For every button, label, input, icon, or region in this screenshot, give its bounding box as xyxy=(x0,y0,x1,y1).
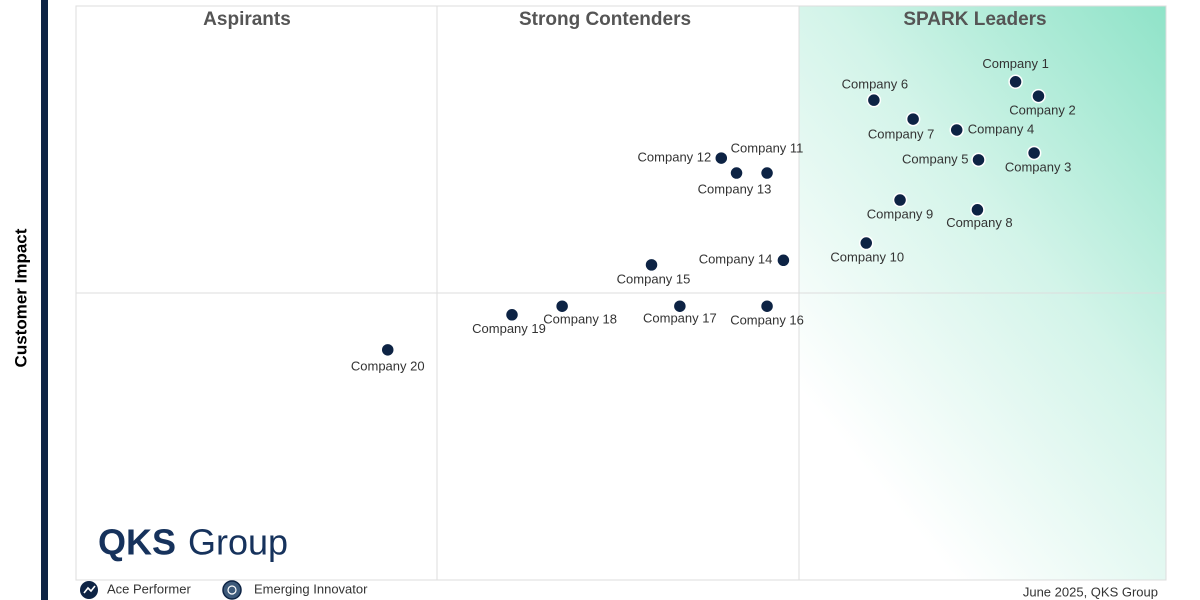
data-point xyxy=(759,298,775,314)
point-label: Company 16 xyxy=(730,313,804,328)
data-point xyxy=(759,165,775,181)
point-label: Company 6 xyxy=(842,77,908,92)
data-point xyxy=(866,92,882,108)
legend-label: Ace Performer xyxy=(107,581,191,596)
y-axis-label: Customer Impact xyxy=(11,228,30,367)
point-label: Company 2 xyxy=(1009,103,1075,118)
data-point xyxy=(672,298,688,314)
quadrant-title: Strong Contenders xyxy=(519,9,691,30)
point-label: Company 19 xyxy=(472,321,546,336)
data-point xyxy=(380,342,395,358)
point-label: Company 5 xyxy=(902,151,968,166)
point-label: Company 17 xyxy=(643,311,717,326)
legend-icon-glyph xyxy=(227,585,237,595)
quadrant-title: Aspirants xyxy=(203,9,291,30)
data-point xyxy=(776,253,791,268)
data-point xyxy=(905,111,921,127)
point-label: Company 3 xyxy=(1005,159,1071,174)
point-label: Company 18 xyxy=(543,312,617,327)
side-bar xyxy=(41,0,48,600)
legend-icon xyxy=(222,580,242,600)
data-point xyxy=(644,257,659,273)
data-point xyxy=(554,298,570,314)
point-label: Company 15 xyxy=(617,271,691,286)
data-point xyxy=(504,307,520,323)
point-label: Company 12 xyxy=(638,150,712,165)
data-point xyxy=(949,122,964,138)
quadrant-title: SPARK Leaders xyxy=(903,9,1046,30)
legend-label: Emerging Innovator xyxy=(254,581,368,596)
point-label: Company 14 xyxy=(699,252,773,267)
data-point xyxy=(1008,74,1023,90)
point-label: Company 11 xyxy=(731,140,804,155)
point-label: Company 9 xyxy=(867,206,933,221)
point-label: Company 10 xyxy=(830,249,904,264)
data-point xyxy=(729,165,744,181)
logo-light: Group xyxy=(188,522,288,563)
point-label: Company 20 xyxy=(351,358,425,373)
data-point xyxy=(1026,145,1042,161)
data-point xyxy=(859,235,874,251)
point-label: Company 7 xyxy=(868,127,934,142)
data-point xyxy=(971,152,986,168)
data-point xyxy=(714,150,729,166)
data-point xyxy=(892,192,908,208)
point-label: Company 4 xyxy=(968,121,1034,136)
data-point xyxy=(1031,88,1046,104)
point-label: Company 1 xyxy=(982,56,1048,71)
footnote: June 2025, QKS Group xyxy=(1023,584,1158,599)
data-point xyxy=(970,202,985,218)
point-label: Company 8 xyxy=(946,215,1012,230)
point-label: Company 13 xyxy=(698,181,772,196)
logo-bold: QKS xyxy=(98,522,176,563)
legend-icon-glyph xyxy=(83,585,96,594)
